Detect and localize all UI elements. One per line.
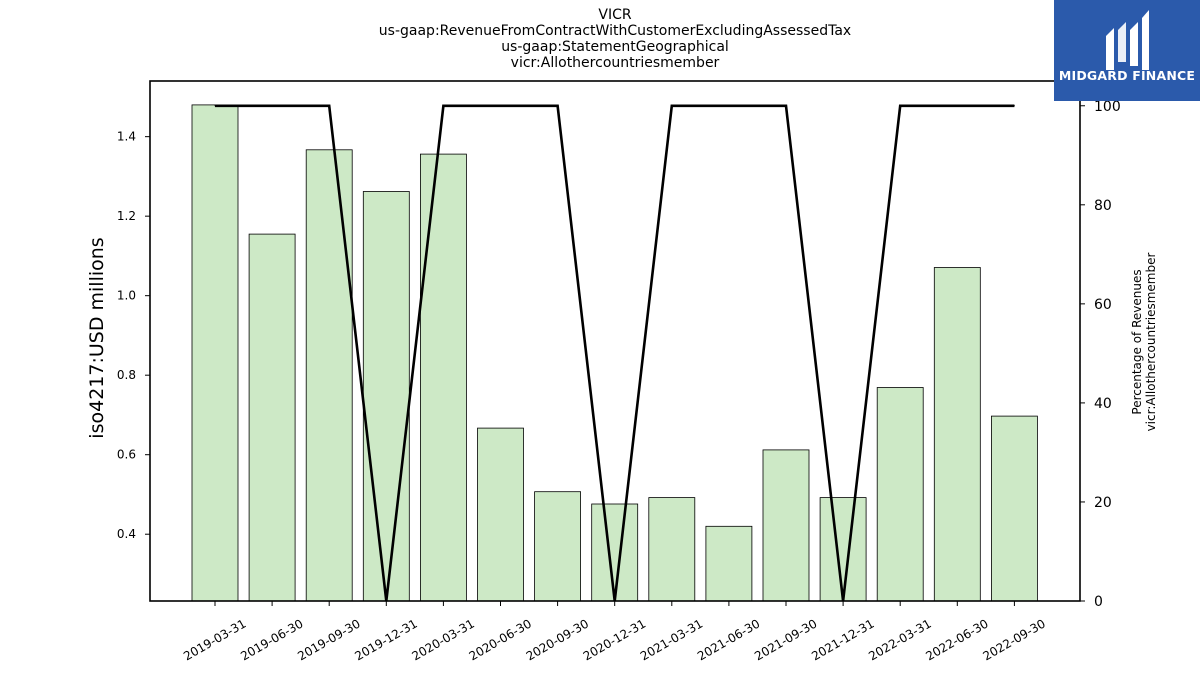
bar-series: [191, 104, 1038, 602]
y-tick-label: 1.0: [117, 289, 136, 303]
y-tick-label: 0.6: [117, 448, 136, 462]
y-tick-label: 0.8: [117, 368, 136, 382]
bar: [762, 449, 810, 602]
y2-axis-label-line1: Percentage of Revenues: [1130, 269, 1144, 414]
line-point: [1013, 105, 1015, 107]
bar: [933, 267, 981, 602]
y-tick-label: 0.4: [117, 527, 136, 541]
y-tick-label: 1.2: [117, 209, 136, 223]
x-tick-label: 2020-06-30: [467, 616, 534, 663]
line-point: [328, 105, 330, 107]
bar: [591, 503, 639, 602]
y2-tick-label: 100: [1094, 99, 1121, 115]
x-tick-label: 2020-09-30: [524, 616, 591, 663]
y-axis-left: 0.4 0.6 0.8 1.0 1.2 1.4: [117, 130, 150, 541]
logo-mark-icon: [1106, 10, 1149, 70]
y-axis-right: 0 20 40 60 80 100: [1080, 99, 1121, 610]
title-concept: us-gaap:RevenueFromContractWithCustomerE…: [378, 23, 852, 39]
line-point: [557, 105, 559, 107]
line-point: [271, 105, 273, 107]
x-tick-label: 2021-09-30: [752, 616, 819, 663]
line-point: [728, 105, 730, 107]
bar: [705, 525, 753, 602]
line-point: [785, 105, 787, 107]
y2-tick-label: 60: [1094, 297, 1112, 313]
y2-axis-label-line2: vicr:Allothercountriesmember: [1144, 253, 1158, 432]
bar: [191, 104, 239, 602]
x-tick-label: 2022-09-30: [980, 616, 1047, 663]
bar: [991, 415, 1038, 602]
line-point: [956, 105, 958, 107]
title-ticker: VICR: [598, 7, 632, 23]
midgard-finance-logo: MIDGARD FINANCE: [1054, 0, 1200, 101]
title-member: vicr:Allothercountriesmember: [510, 55, 720, 71]
bar: [819, 497, 867, 602]
line-point: [899, 105, 901, 107]
line-point: [214, 105, 216, 107]
x-tick-label: 2022-03-31: [866, 616, 933, 663]
x-tick-label: 2019-09-30: [295, 616, 362, 663]
logo-text: MIDGARD FINANCE: [1058, 68, 1196, 83]
y2-tick-label: 80: [1094, 198, 1112, 214]
bar: [648, 497, 696, 602]
x-tick-label: 2019-03-31: [181, 616, 248, 663]
y-tick-label: 1.4: [117, 130, 136, 144]
x-axis: 2019-03-312019-06-302019-09-302019-12-31…: [181, 601, 1048, 663]
bar: [477, 427, 524, 602]
x-tick-label: 2020-12-31: [581, 616, 648, 663]
title-axis: us-gaap:StatementGeographical: [501, 39, 729, 55]
bar: [876, 387, 924, 602]
y2-tick-label: 20: [1094, 495, 1112, 511]
bar: [248, 233, 296, 602]
x-tick-label: 2022-06-30: [923, 616, 990, 663]
x-tick-label: 2019-06-30: [238, 616, 305, 663]
bar: [419, 153, 467, 602]
bar: [534, 491, 581, 602]
bar: [305, 149, 353, 602]
y2-tick-label: 40: [1094, 396, 1112, 412]
line-point: [442, 105, 444, 107]
line-point: [500, 105, 501, 107]
x-tick-label: 2019-12-31: [352, 616, 419, 663]
line-point: [671, 105, 673, 107]
bar: [362, 191, 410, 602]
x-tick-label: 2021-03-31: [638, 616, 705, 663]
y-axis-label: iso4217:USD millions: [86, 237, 108, 438]
x-tick-label: 2020-03-31: [409, 616, 476, 663]
x-tick-label: 2021-12-31: [809, 616, 876, 663]
x-tick-label: 2021-06-30: [695, 616, 762, 663]
y2-tick-label: 0: [1094, 594, 1103, 610]
